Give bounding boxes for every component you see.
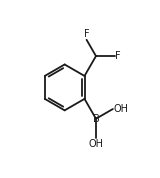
Text: OH: OH <box>88 139 104 149</box>
Text: F: F <box>115 51 121 61</box>
Text: OH: OH <box>114 104 129 114</box>
Text: B: B <box>93 114 99 124</box>
Text: F: F <box>84 29 89 39</box>
